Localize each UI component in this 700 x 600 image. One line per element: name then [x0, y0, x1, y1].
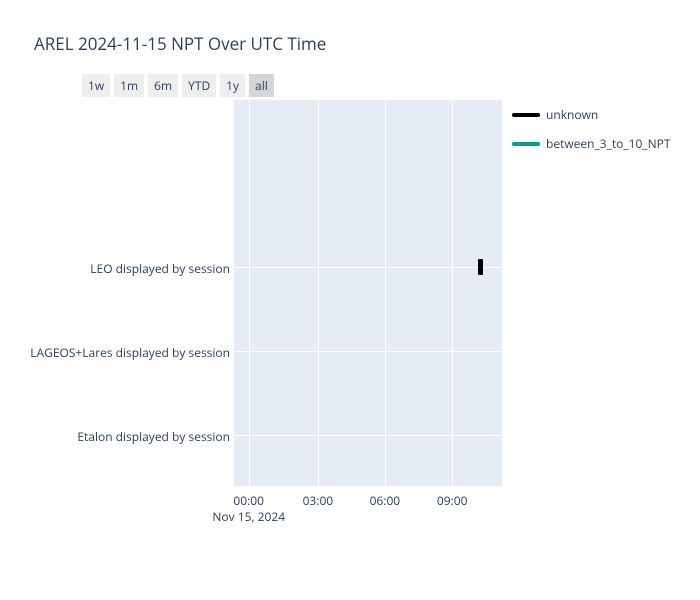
trace-bar	[478, 259, 483, 275]
legend-label: unknown	[546, 106, 598, 123]
legend-label: between_3_to_10_NPT	[546, 135, 670, 152]
gridline-horizontal	[234, 267, 502, 268]
legend-swatch	[512, 142, 540, 146]
x-tick-label: 06:00	[370, 492, 401, 509]
legend-swatch	[512, 113, 540, 117]
gridline-vertical	[249, 100, 250, 486]
range-button-6m[interactable]: 6m	[148, 74, 178, 97]
gridline-vertical	[318, 100, 319, 486]
range-selector: 1w1m6mYTD1yall	[82, 74, 274, 97]
x-tick-label: 00:00	[233, 492, 264, 509]
gridline-horizontal	[234, 435, 502, 436]
chart-title: AREL 2024-11-15 NPT Over UTC Time	[34, 32, 326, 55]
range-button-all[interactable]: all	[249, 74, 274, 97]
x-tick-label: 09:00	[437, 492, 468, 509]
range-button-1w[interactable]: 1w	[82, 74, 110, 97]
gridline-vertical	[452, 100, 453, 486]
y-tick-label: LEO displayed by session	[90, 260, 230, 277]
x-axis-date-label: Nov 15, 2024	[212, 508, 285, 525]
range-button-1y[interactable]: 1y	[220, 74, 245, 97]
plot-area	[234, 100, 502, 486]
y-tick-label: Etalon displayed by session	[77, 428, 230, 445]
gridline-horizontal	[234, 351, 502, 352]
gridline-vertical	[385, 100, 386, 486]
legend: unknown between_3_to_10_NPT	[512, 106, 670, 164]
legend-item[interactable]: between_3_to_10_NPT	[512, 135, 670, 152]
range-button-1m[interactable]: 1m	[114, 74, 144, 97]
range-button-YTD[interactable]: YTD	[182, 74, 216, 97]
y-tick-label: LAGEOS+Lares displayed by session	[30, 344, 230, 361]
x-tick-label: 03:00	[303, 492, 334, 509]
legend-item[interactable]: unknown	[512, 106, 670, 123]
